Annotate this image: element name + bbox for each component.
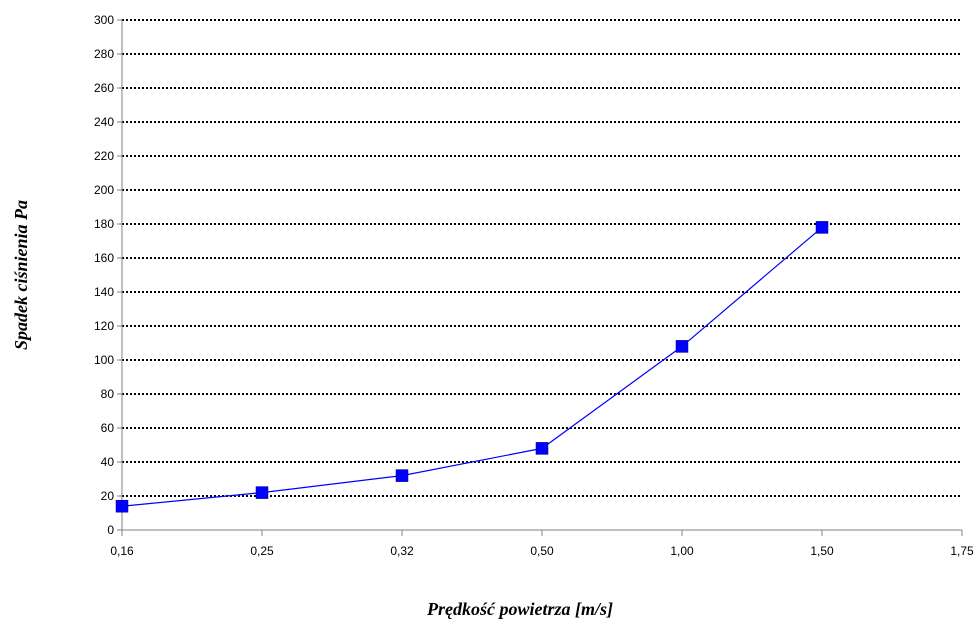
y-tick-label: 20 xyxy=(101,489,115,503)
data-point-marker xyxy=(115,499,129,513)
y-tick-label: 260 xyxy=(94,81,114,95)
y-tick-label: 140 xyxy=(94,285,114,299)
x-tick-label: 1,75 xyxy=(950,544,974,558)
y-tick-label: 220 xyxy=(94,149,114,163)
y-tick-label: 80 xyxy=(101,387,115,401)
y-tick-label: 300 xyxy=(94,13,114,27)
x-tick-label: 0,16 xyxy=(110,544,134,558)
y-tick-label: 240 xyxy=(94,115,114,129)
gridlines xyxy=(122,19,962,497)
y-tick-label: 100 xyxy=(94,353,114,367)
data-point-marker xyxy=(675,340,689,353)
data-point-marker xyxy=(255,486,269,499)
y-tick-label: 160 xyxy=(94,251,114,265)
series-line xyxy=(121,226,823,507)
x-tick-label: 0,25 xyxy=(250,544,274,558)
y-tick-label: 280 xyxy=(94,47,114,61)
y-tick-label: 180 xyxy=(94,217,114,231)
data-series xyxy=(115,221,829,513)
y-tick-label: 60 xyxy=(101,421,115,435)
y-tick-label: 200 xyxy=(94,183,114,197)
y-tick-label: 40 xyxy=(101,455,115,469)
y-tick-labels: 0 20 40 60 80 100 120 140 160 180 200 220 240 260 280 3… xyxy=(94,13,122,537)
x-tick-label: 1,00 xyxy=(670,544,694,558)
x-tick-label: 1,50 xyxy=(810,544,834,558)
x-tick-labels: 0,16 0,25 0,32 0,50 1,00 1,50 1,75 xyxy=(110,530,974,558)
data-point-marker xyxy=(395,469,409,482)
x-tick-label: 0,32 xyxy=(390,544,414,558)
x-axis-title: Prędkość powietrza [m/s] xyxy=(426,599,613,619)
y-tick-label: 120 xyxy=(94,319,114,333)
data-point-marker xyxy=(815,221,829,234)
x-tick-label: 0,50 xyxy=(530,544,554,558)
y-tick-label: 0 xyxy=(107,523,114,537)
y-axis-title: Spadek ciśnienia Pa xyxy=(11,200,31,350)
data-point-marker xyxy=(535,442,549,455)
